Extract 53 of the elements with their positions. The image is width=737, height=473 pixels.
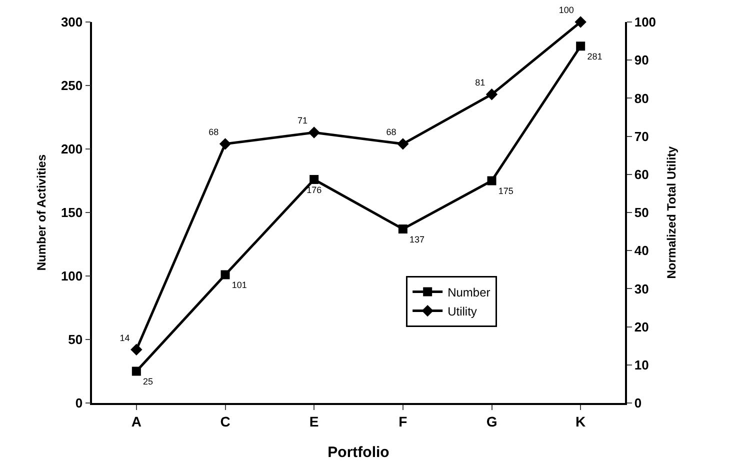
data-label: 68 xyxy=(208,127,219,138)
point xyxy=(310,174,319,184)
point xyxy=(219,138,232,150)
x-tick-label: F xyxy=(398,414,408,430)
y-tick-label: 150 xyxy=(60,205,83,220)
y2-tick-label: 10 xyxy=(634,357,649,372)
y-tick-label: 250 xyxy=(60,78,83,94)
data-label: 100 xyxy=(558,5,574,16)
data-label: 101 xyxy=(232,280,247,290)
data-label: 14 xyxy=(120,332,130,343)
x-tick-label: E xyxy=(309,414,319,430)
y2-tick-label: 70 xyxy=(634,128,649,144)
data-label: 175 xyxy=(498,186,514,196)
y2-tick-label: 100 xyxy=(634,14,656,30)
point xyxy=(398,224,408,234)
data-label: 137 xyxy=(410,234,425,244)
x-tick-label: K xyxy=(576,414,586,430)
point xyxy=(487,176,496,186)
y-tick-label: 200 xyxy=(60,142,83,157)
data-label: 176 xyxy=(306,184,322,195)
y2-tick-label: 50 xyxy=(634,205,649,220)
point xyxy=(308,126,320,138)
y2-tick-label: 90 xyxy=(634,52,649,68)
data-label: 68 xyxy=(386,127,396,138)
point xyxy=(132,366,141,376)
data-label: 81 xyxy=(475,78,486,88)
point xyxy=(576,42,586,51)
point xyxy=(574,16,586,28)
legend-label: Utility xyxy=(448,304,477,318)
point xyxy=(486,88,498,100)
x-tick-label: G xyxy=(486,414,498,430)
point xyxy=(220,270,230,280)
y-tick-label: 100 xyxy=(60,268,83,284)
y2-tick-label: 40 xyxy=(634,243,649,258)
y2-tick-label: 80 xyxy=(634,90,649,106)
point xyxy=(130,344,142,356)
y-tick-label: 300 xyxy=(60,14,83,30)
data-label: 25 xyxy=(143,376,154,387)
point xyxy=(397,138,409,150)
x-tick-label: A xyxy=(131,414,142,430)
y2-tick-label: 30 xyxy=(634,281,649,296)
y2-tick-label: 60 xyxy=(634,166,649,182)
y2-tick-label: 20 xyxy=(634,319,649,334)
y-tick-label: 50 xyxy=(68,332,83,348)
x-tick-label: C xyxy=(220,414,230,430)
y-tick-label: 0 xyxy=(75,396,83,411)
data-label: 71 xyxy=(297,116,308,126)
y2-axis-title: Normalized Total Utility xyxy=(664,146,678,279)
x-axis-title: Portfolio xyxy=(328,444,390,462)
y-axis-title: Number of Activities xyxy=(34,154,49,271)
data-label: 281 xyxy=(587,52,602,62)
y2-tick-label: 0 xyxy=(634,396,642,411)
legend-label: Number xyxy=(448,285,490,300)
